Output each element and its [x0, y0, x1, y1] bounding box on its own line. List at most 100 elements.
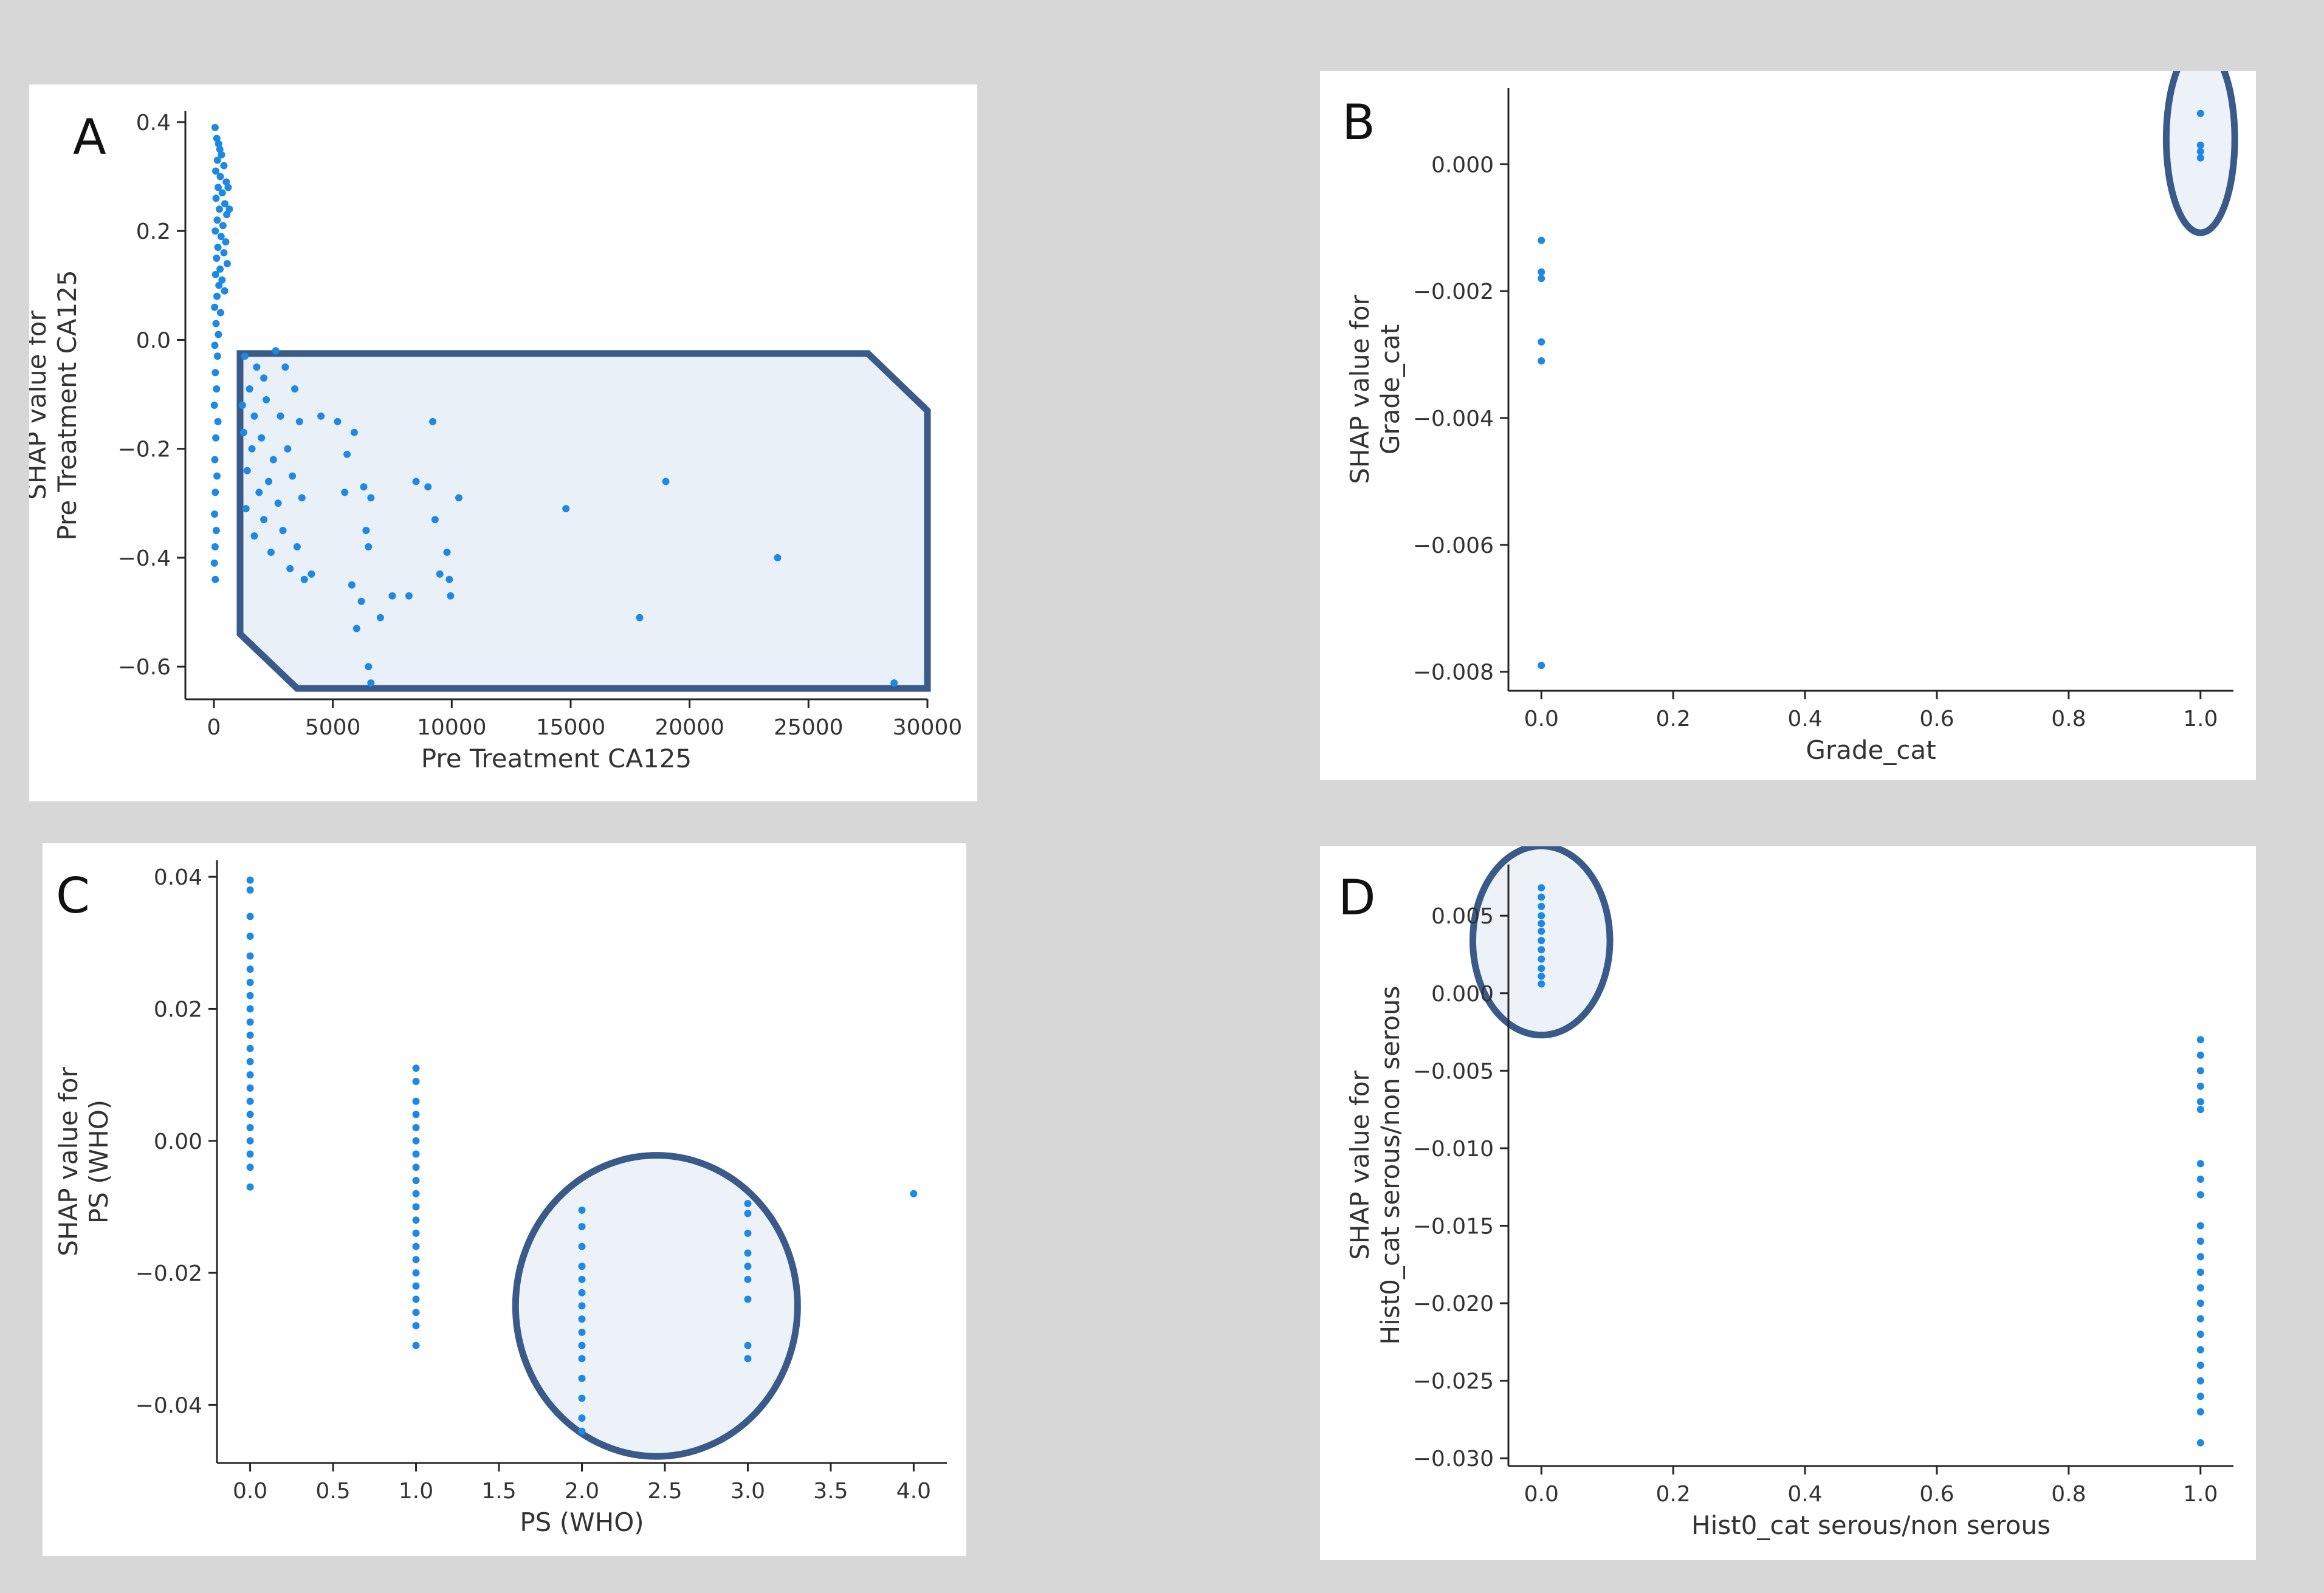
data-point [216, 265, 224, 273]
data-point [2196, 1160, 2204, 1168]
y-axis-title-line: SHAP value for [1345, 1071, 1375, 1260]
data-point [281, 363, 289, 371]
data-point [1538, 275, 1545, 283]
data-point [578, 1262, 586, 1270]
data-point [578, 1341, 586, 1349]
data-point [2196, 1082, 2204, 1090]
y-tick-label: −0.6 [118, 655, 171, 680]
data-point [412, 1137, 420, 1145]
data-point [246, 886, 254, 894]
x-tick-label: 0 [207, 715, 221, 740]
y-tick-label: −0.4 [118, 546, 171, 571]
data-point [272, 347, 280, 355]
data-point [1538, 893, 1545, 901]
data-point [636, 614, 644, 622]
data-point [212, 527, 220, 535]
data-point [334, 417, 342, 425]
x-tick-label: 0.0 [233, 1479, 267, 1504]
y-axis-title-line: Hist0_cat serous/non serous [1375, 986, 1405, 1345]
data-point [212, 194, 220, 202]
data-point [412, 1341, 420, 1349]
data-point [255, 488, 263, 496]
data-point [223, 211, 231, 219]
panel-b [1320, 71, 2256, 780]
data-point [412, 1282, 420, 1290]
y-axis-title-line: SHAP value for [1345, 295, 1375, 484]
data-point [246, 1031, 254, 1039]
y-tick-label: 0.0 [136, 328, 171, 353]
data-point [578, 1394, 586, 1402]
data-point [220, 249, 228, 256]
data-point [211, 341, 219, 349]
data-point [211, 510, 219, 518]
data-point [260, 374, 268, 382]
y-tick-label: −0.006 [1413, 533, 1494, 558]
data-point [317, 412, 325, 420]
y-tick-label: 0.00 [154, 1129, 202, 1154]
data-point [225, 205, 233, 213]
data-point [578, 1289, 586, 1297]
data-point [214, 417, 222, 425]
data-point [216, 173, 224, 180]
data-point [412, 1216, 420, 1224]
data-point [223, 260, 231, 267]
data-point [246, 1097, 254, 1105]
data-point [443, 549, 451, 556]
data-point [2196, 1315, 2204, 1323]
data-point [246, 952, 254, 960]
y-tick-label: 0.04 [154, 865, 202, 890]
y-tick-label: −0.004 [1413, 406, 1494, 431]
data-point [211, 227, 219, 235]
y-tick-label: 0.02 [154, 997, 202, 1022]
data-point [412, 1163, 420, 1171]
data-point [300, 575, 308, 583]
data-point [412, 1111, 420, 1119]
data-point [246, 1111, 254, 1119]
data-point [2196, 1377, 2204, 1385]
data-point [455, 494, 462, 502]
data-point [1538, 972, 1545, 980]
data-point [774, 554, 782, 561]
data-point [1538, 937, 1545, 944]
data-point [412, 1097, 420, 1105]
y-tick-label: −0.030 [1413, 1447, 1494, 1471]
data-point [2196, 1346, 2204, 1354]
data-point [578, 1328, 586, 1336]
data-point [218, 189, 226, 197]
data-point [215, 140, 222, 148]
data-point [412, 1322, 420, 1329]
data-point [445, 575, 453, 583]
data-point [744, 1262, 752, 1270]
data-point [210, 559, 218, 567]
y-tick-label: −0.002 [1413, 279, 1494, 304]
data-point [341, 488, 349, 496]
data-point [412, 1190, 420, 1197]
data-point [1538, 946, 1545, 954]
data-point [1538, 884, 1545, 892]
x-tick-label: 0.2 [1656, 707, 1691, 731]
data-point [220, 162, 228, 170]
y-tick-label: −0.015 [1413, 1214, 1494, 1239]
data-point [216, 205, 223, 213]
data-point [365, 663, 373, 671]
data-point [295, 417, 303, 425]
data-point [412, 1309, 420, 1317]
data-point [578, 1223, 586, 1230]
data-point [405, 592, 413, 600]
data-point [286, 564, 294, 572]
data-point [412, 1203, 420, 1211]
data-point [2196, 1408, 2204, 1416]
data-point [388, 592, 396, 600]
y-tick-label: −0.02 [136, 1261, 202, 1286]
data-point [246, 1137, 254, 1145]
data-point [2196, 142, 2204, 149]
data-point [744, 1355, 752, 1363]
data-point [1538, 338, 1545, 346]
data-point [211, 303, 219, 311]
data-point [213, 292, 221, 300]
x-tick-label: 0.8 [2051, 707, 2086, 731]
data-point [213, 216, 221, 224]
data-point [1538, 955, 1545, 963]
x-tick-label: 5000 [305, 715, 361, 740]
data-point [578, 1374, 586, 1382]
